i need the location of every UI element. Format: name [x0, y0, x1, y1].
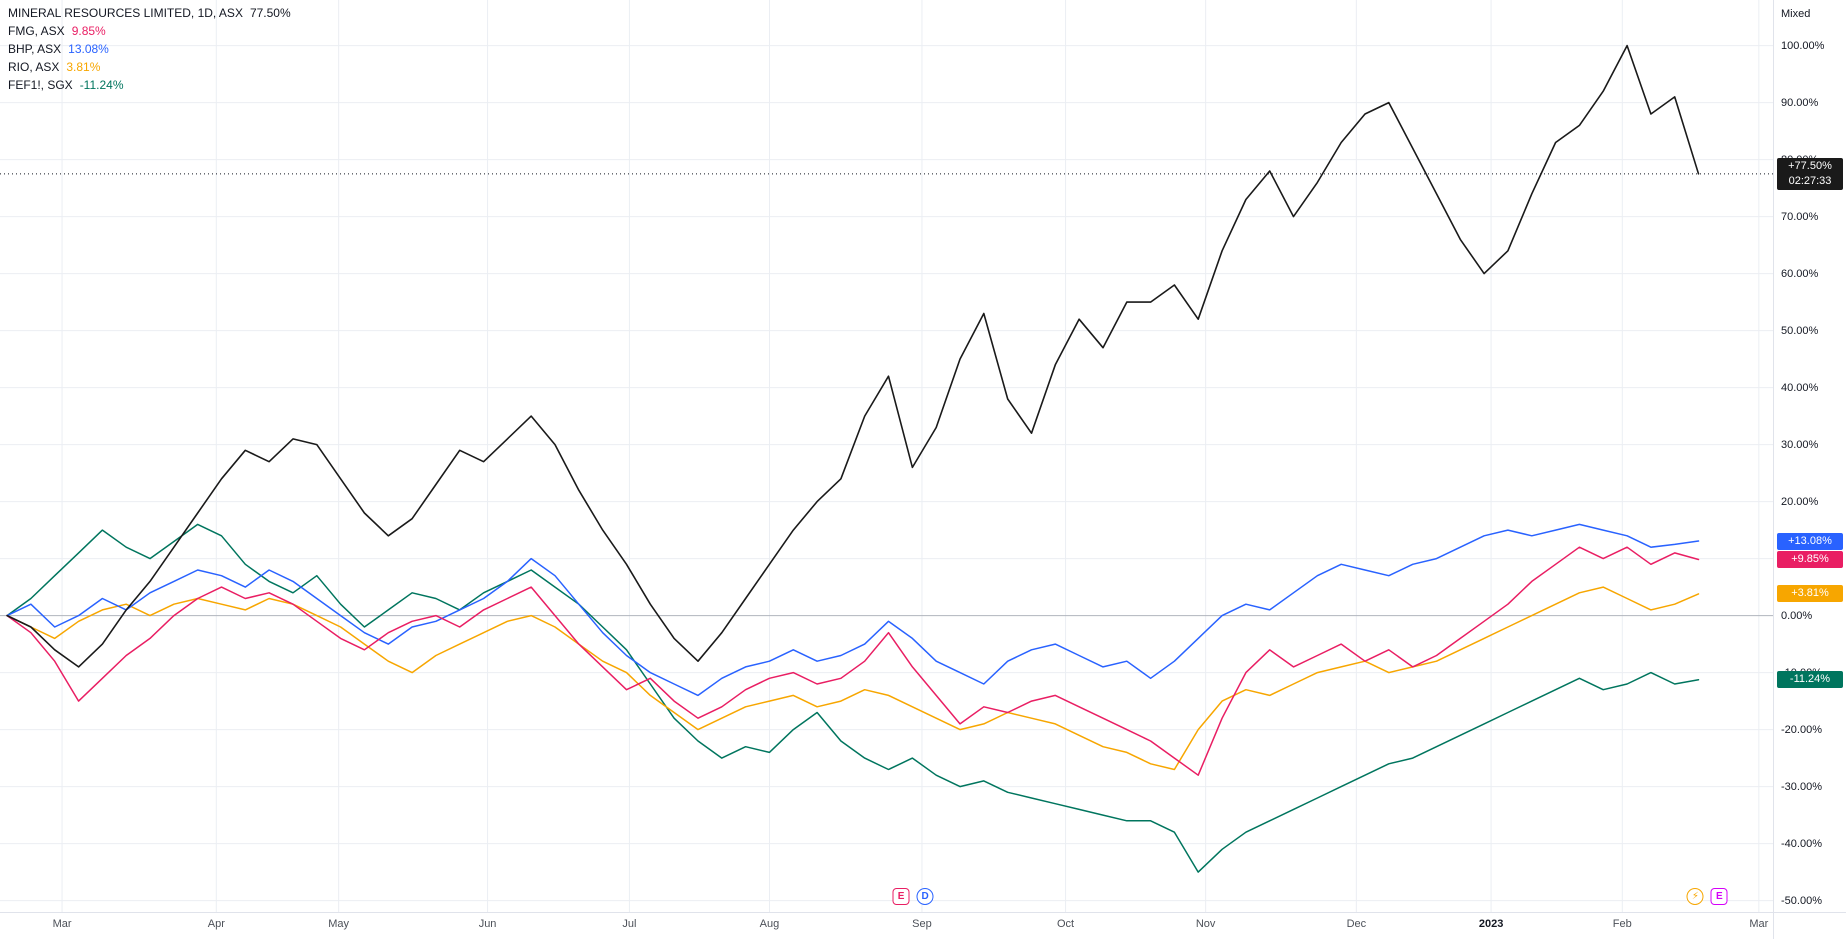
legend-symbol-text: RIO, ASX	[8, 60, 60, 74]
time-axis-label: Dec	[1346, 918, 1367, 930]
series-line-MIN[interactable]	[6, 44, 1700, 668]
legend-item-FMG[interactable]: FMG, ASX 9.85%	[8, 24, 291, 42]
time-axis-label: 2023	[1478, 918, 1504, 930]
time-axis-row: Mar Apr May Jun Jul Aug Sep Oct Nov Dec 2023 Feb Mar	[0, 912, 1846, 939]
price-axis-label: 60.00%	[1781, 267, 1819, 280]
legend-item-MIN[interactable]: MINERAL RESOURCES LIMITED, 1D, ASX 77.50%	[8, 6, 291, 24]
price-badge-value: +3.81%	[1791, 587, 1829, 600]
event-marker-group: ⚡ E	[1686, 888, 1728, 905]
legend-item-FEF1[interactable]: FEF1!, SGX -11.24%	[8, 78, 291, 96]
legend-change-value: 77.50%	[249, 6, 291, 20]
time-axis-label: Mar	[1749, 918, 1769, 930]
earnings-icon[interactable]: E	[892, 888, 910, 905]
bar-close-countdown: 02:27:33	[1788, 174, 1832, 187]
time-axis-label: Nov	[1195, 918, 1216, 930]
time-axis-label: May	[328, 918, 350, 930]
legend-symbol-text: MINERAL RESOURCES LIMITED, 1D, ASX	[8, 6, 243, 20]
time-axis-label: Feb	[1612, 918, 1632, 930]
price-axis-label: 20.00%	[1781, 495, 1819, 508]
price-axis-label: -30.00%	[1781, 780, 1822, 793]
axis-mode-label: Mixed	[1781, 8, 1811, 20]
legend-item-RIO[interactable]: RIO, ASX 3.81%	[8, 60, 291, 78]
symbol-legend: MINERAL RESOURCES LIMITED, 1D, ASX 77.50%…	[8, 6, 291, 96]
legend-change-value: 13.08%	[68, 42, 109, 56]
price-axis-label: 0.00%	[1781, 609, 1813, 622]
price-axis-label: 90.00%	[1781, 96, 1819, 109]
time-axis-label: Sep	[912, 918, 932, 930]
legend-change-value: 3.81%	[66, 60, 101, 74]
time-axis-label: Jul	[622, 918, 637, 930]
price-badge-value: +9.85%	[1791, 552, 1829, 565]
price-axis-label: 70.00%	[1781, 210, 1819, 223]
earnings-upcoming-icon[interactable]: E	[1710, 888, 1728, 905]
chart-canvas[interactable]	[0, 0, 1773, 912]
chart-main-area: MINERAL RESOURCES LIMITED, 1D, ASX 77.50%…	[0, 0, 1846, 912]
price-badge-FMG: +9.85%	[1777, 550, 1843, 568]
legend-symbol-text: FEF1!, SGX	[8, 78, 73, 92]
price-axis-label: 30.00%	[1781, 438, 1819, 451]
series-line-BHP[interactable]	[6, 523, 1700, 697]
legend-symbol-text: BHP, ASX	[8, 42, 62, 56]
legend-change-value: 9.85%	[71, 24, 106, 38]
time-axis-label: Aug	[759, 918, 780, 930]
dividends-icon[interactable]: D	[916, 888, 934, 905]
time-axis-label: Apr	[207, 918, 225, 930]
price-badge-value: -11.24%	[1789, 673, 1831, 686]
legend-change-value: -11.24%	[79, 78, 124, 92]
price-axis[interactable]: Mixed 100.00%90.00%80.00%70.00%60.00%50.…	[1773, 0, 1846, 912]
price-axis-label: -50.00%	[1781, 894, 1822, 907]
price-axis-label: 50.00%	[1781, 324, 1819, 337]
price-badge-RIO: +3.81%	[1777, 585, 1843, 603]
price-badge-value: +77.50%	[1788, 159, 1832, 172]
legend-symbol-text: FMG, ASX	[8, 24, 65, 38]
legend-item-BHP[interactable]: BHP, ASX 13.08%	[8, 42, 291, 60]
series-line-FEF1[interactable]	[6, 523, 1700, 873]
price-axis-label: -20.00%	[1781, 723, 1822, 736]
price-axis-label: 100.00%	[1781, 39, 1825, 52]
flash-icon[interactable]: ⚡	[1686, 888, 1704, 905]
series-line-RIO[interactable]	[6, 586, 1700, 771]
chart-plot-area[interactable]: MINERAL RESOURCES LIMITED, 1D, ASX 77.50%…	[0, 0, 1773, 912]
price-axis-label: -40.00%	[1781, 837, 1822, 850]
price-badge-FEF1: -11.24%	[1777, 671, 1843, 689]
axis-corner	[1773, 913, 1846, 939]
price-badge-MIN: +77.50% 02:27:33	[1777, 157, 1843, 190]
time-axis-label: Mar	[52, 918, 72, 930]
price-badge-value: +13.08%	[1788, 534, 1832, 547]
price-badge-BHP: +13.08%	[1777, 532, 1843, 550]
time-axis-label: Oct	[1057, 918, 1075, 930]
time-axis-label: Jun	[478, 918, 497, 930]
price-axis-label: 40.00%	[1781, 381, 1819, 394]
time-axis[interactable]: Mar Apr May Jun Jul Aug Sep Oct Nov Dec 2023 Feb Mar	[0, 913, 1773, 939]
series-line-FMG[interactable]	[6, 546, 1700, 776]
